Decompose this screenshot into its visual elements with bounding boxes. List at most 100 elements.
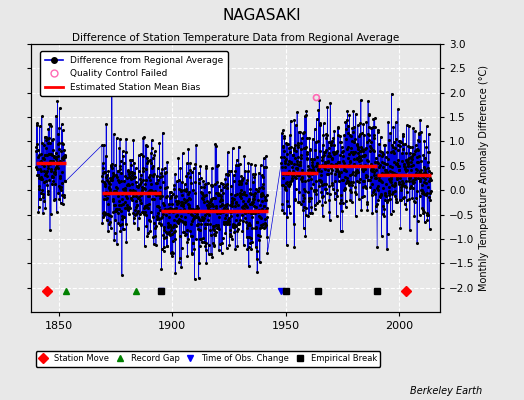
Point bbox=[225, 233, 234, 239]
Point bbox=[331, 190, 339, 196]
Point bbox=[352, 110, 360, 117]
Point bbox=[340, 160, 348, 166]
Point bbox=[143, 143, 151, 150]
Point bbox=[110, 237, 118, 243]
Point bbox=[110, 172, 118, 178]
Point bbox=[141, 204, 150, 210]
Point bbox=[371, 159, 379, 166]
Point bbox=[230, 196, 238, 202]
Point bbox=[133, 210, 141, 217]
Point bbox=[121, 173, 129, 179]
Point bbox=[36, 196, 45, 203]
Point bbox=[409, 151, 417, 157]
Point bbox=[309, 181, 318, 187]
Point bbox=[241, 215, 249, 222]
Point bbox=[45, 151, 53, 158]
Point bbox=[384, 197, 392, 203]
Point bbox=[304, 177, 312, 184]
Point bbox=[122, 239, 130, 245]
Point bbox=[306, 146, 314, 152]
Point bbox=[136, 181, 144, 188]
Point bbox=[386, 163, 395, 170]
Point bbox=[319, 132, 328, 138]
Point bbox=[226, 202, 235, 208]
Point bbox=[262, 164, 270, 170]
Point bbox=[177, 213, 185, 219]
Point bbox=[152, 242, 160, 248]
Point bbox=[173, 198, 182, 204]
Point bbox=[405, 154, 413, 161]
Point bbox=[249, 199, 257, 205]
Point bbox=[37, 176, 46, 182]
Point bbox=[33, 141, 41, 147]
Point bbox=[308, 170, 316, 177]
Point bbox=[307, 204, 315, 210]
Point bbox=[144, 189, 152, 196]
Point bbox=[336, 139, 345, 145]
Point bbox=[112, 172, 120, 178]
Point bbox=[339, 153, 347, 159]
Point bbox=[180, 206, 188, 212]
Point bbox=[253, 255, 261, 262]
Point bbox=[43, 152, 51, 158]
Point bbox=[108, 173, 117, 179]
Point bbox=[233, 226, 242, 232]
Point bbox=[389, 183, 398, 189]
Point bbox=[411, 176, 420, 182]
Point bbox=[293, 142, 302, 148]
Point bbox=[293, 109, 301, 116]
Point bbox=[311, 188, 319, 194]
Point bbox=[365, 137, 374, 143]
Point bbox=[354, 122, 362, 128]
Point bbox=[336, 152, 344, 158]
Point bbox=[212, 190, 220, 196]
Point bbox=[57, 121, 66, 127]
Point bbox=[357, 130, 366, 136]
Point bbox=[369, 188, 377, 195]
Point bbox=[410, 151, 418, 158]
Point bbox=[336, 132, 344, 139]
Point bbox=[119, 200, 127, 207]
Point bbox=[159, 232, 168, 238]
Point bbox=[352, 155, 361, 161]
Point bbox=[390, 150, 398, 156]
Point bbox=[124, 182, 133, 188]
Point bbox=[220, 205, 228, 212]
Point bbox=[116, 228, 125, 234]
Point bbox=[184, 200, 192, 207]
Point bbox=[415, 170, 423, 176]
Point bbox=[425, 178, 433, 184]
Point bbox=[364, 131, 372, 137]
Point bbox=[320, 152, 328, 158]
Point bbox=[59, 201, 67, 207]
Point bbox=[195, 180, 203, 186]
Point bbox=[157, 222, 165, 228]
Point bbox=[114, 210, 122, 216]
Point bbox=[58, 140, 66, 146]
Point bbox=[207, 250, 215, 257]
Point bbox=[408, 185, 417, 191]
Point bbox=[229, 222, 237, 228]
Point bbox=[223, 180, 232, 187]
Point bbox=[257, 222, 265, 228]
Point bbox=[287, 117, 295, 124]
Point bbox=[59, 154, 68, 160]
Point bbox=[427, 170, 435, 176]
Point bbox=[183, 239, 191, 245]
Point bbox=[135, 215, 144, 221]
Point bbox=[149, 172, 157, 178]
Point bbox=[101, 210, 109, 216]
Point bbox=[121, 199, 129, 206]
Point bbox=[286, 179, 294, 185]
Point bbox=[296, 158, 304, 165]
Point bbox=[214, 222, 222, 228]
Point bbox=[222, 171, 230, 177]
Point bbox=[365, 132, 374, 138]
Point bbox=[159, 211, 167, 217]
Point bbox=[48, 173, 56, 179]
Point bbox=[294, 154, 302, 160]
Point bbox=[329, 149, 337, 156]
Point bbox=[420, 138, 429, 144]
Point bbox=[414, 147, 422, 154]
Point bbox=[213, 223, 222, 230]
